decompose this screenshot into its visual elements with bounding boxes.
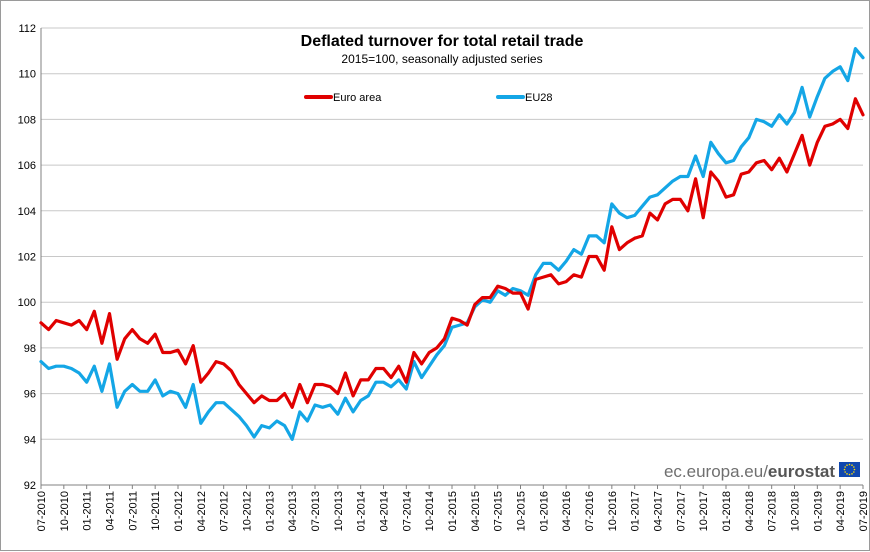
eurostat-branding: ec.europa.eu/eurostat: [664, 462, 860, 481]
x-tick-label: 07-2019: [858, 491, 870, 531]
eu-star-icon: [853, 471, 855, 473]
y-tick-label: 96: [24, 389, 36, 401]
x-tick-labels: 07-2010 10-2010 01-2011 04-2011 07-2011 10-20…: [36, 491, 870, 531]
chart-subtitle: 2015=100, seasonally adjusted series: [341, 52, 542, 66]
eu-star-icon: [851, 473, 853, 475]
series-lines: [39, 46, 865, 441]
x-tick-label: 10-2015: [516, 491, 528, 531]
y-tick-label: 98: [24, 343, 36, 355]
y-tick-label: 108: [18, 114, 36, 126]
eu-star-icon: [844, 471, 846, 473]
series-line-eu28: [39, 46, 865, 441]
eu-stars-icon: [843, 463, 856, 476]
y-tick-label: 104: [18, 206, 36, 218]
series-line-euro-area: [39, 97, 865, 409]
eu-star-icon: [853, 466, 855, 468]
x-tick-label: 01-2014: [356, 491, 368, 531]
x-tick-label: 01-2011: [82, 491, 94, 531]
x-tick-label: 10-2014: [424, 491, 436, 531]
y-tick-label: 102: [18, 252, 36, 264]
x-tick-label: 01-2012: [173, 491, 185, 531]
eu-star-icon: [843, 468, 846, 471]
x-tick-label: 10-2017: [698, 491, 710, 531]
y-tick-label: 106: [18, 160, 36, 172]
x-tick-label: 10-2013: [333, 491, 345, 531]
legend-label-eu28: EU28: [525, 92, 553, 104]
eu-star-icon: [844, 466, 846, 468]
x-tick-label: 07-2014: [401, 491, 413, 531]
y-tick-label: 94: [24, 434, 36, 446]
x-tick-label: 01-2017: [630, 491, 642, 531]
x-tick-label: 10-2011: [150, 491, 162, 531]
chart-title: Deflated turnover for total retail trade: [301, 33, 584, 50]
x-tick-label: 01-2019: [812, 491, 824, 531]
x-tick-label: 07-2018: [767, 491, 779, 531]
axes: [40, 28, 864, 489]
eurostat-url-text: ec.europa.eu/: [664, 462, 768, 481]
x-tick-label: 07-2012: [219, 491, 231, 531]
eurostat-url: ec.europa.eu/eurostat: [664, 462, 835, 481]
legend-label-euro-area: Euro area: [333, 92, 382, 104]
eu-star-icon: [851, 464, 853, 466]
eu-star-icon: [853, 468, 856, 471]
x-tick-label: 10-2010: [59, 491, 71, 531]
x-tick-label: 04-2012: [196, 491, 208, 531]
x-tick-label: 01-2013: [264, 491, 276, 531]
eu-star-icon: [846, 473, 848, 475]
y-tick-labels: 92 94 96 98 100 102 104 106 108 110 112: [18, 23, 36, 492]
x-tick-label: 01-2016: [538, 491, 550, 531]
y-tick-label: 112: [18, 23, 36, 35]
y-tick-label: 110: [18, 69, 36, 81]
x-tick-label: 04-2011: [105, 491, 117, 531]
x-tick-label: 04-2016: [561, 491, 573, 531]
legend: Euro area EU28: [304, 92, 553, 104]
y-tick-label: 100: [18, 297, 36, 309]
x-tick-label: 10-2016: [607, 491, 619, 531]
x-tick-label: 07-2013: [310, 491, 322, 531]
eu-star-icon: [846, 464, 848, 466]
eu-star-icon: [848, 473, 851, 476]
x-tick-label: 04-2014: [379, 491, 391, 531]
eurostat-brand-text: eurostat: [768, 462, 835, 481]
y-tick-label: 92: [24, 480, 36, 492]
x-tick-label: 07-2015: [493, 491, 505, 531]
x-tick-label: 01-2015: [447, 491, 459, 531]
x-tick-label: 07-2016: [584, 491, 596, 531]
x-tick-label: 07-2010: [36, 491, 48, 531]
x-tick-label: 01-2018: [721, 491, 733, 531]
x-tick-label: 04-2018: [744, 491, 756, 531]
x-tick-label: 10-2012: [242, 491, 254, 531]
x-tick-label: 04-2017: [653, 491, 665, 531]
gridlines: [41, 27, 863, 440]
x-tick-label: 04-2013: [287, 491, 299, 531]
x-tick-label: 07-2017: [675, 491, 687, 531]
eu-star-icon: [848, 463, 851, 466]
eu-flag-icon: [839, 462, 860, 477]
x-tick-label: 04-2015: [470, 491, 482, 531]
x-tick-label: 07-2011: [127, 491, 139, 531]
x-tick-label: 10-2018: [790, 491, 802, 531]
x-tick-label: 04-2019: [835, 491, 847, 531]
